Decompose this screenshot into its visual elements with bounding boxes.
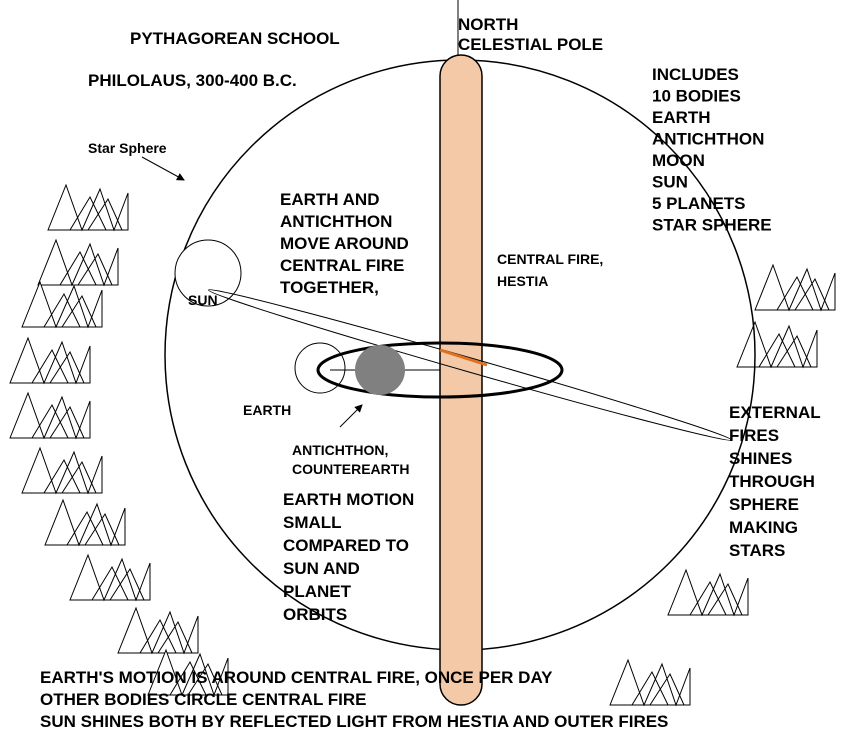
text-line: EARTH AND	[280, 190, 379, 209]
text-line: CENTRAL FIRE	[280, 256, 404, 275]
text-line: CELESTIAL POLE	[458, 35, 603, 54]
title: PYTHAGOREAN SCHOOL	[130, 29, 340, 48]
text-line: FIRES	[729, 426, 779, 445]
text-line: COUNTEREARTH	[292, 461, 409, 477]
text-line: MOON	[652, 151, 705, 170]
text-line: PLANET	[283, 582, 352, 601]
text-line: MAKING	[729, 518, 798, 537]
central-axis	[440, 55, 482, 705]
text-line: SMALL	[283, 513, 342, 532]
diagram: PYTHAGOREAN SCHOOL PHILOLAUS, 300-400 B.…	[0, 0, 861, 732]
text-line: ANTICHTHON	[280, 212, 392, 231]
text-line: EARTH MOTION	[283, 490, 414, 509]
text-line: INCLUDES	[652, 65, 739, 84]
text-line: SUN AND	[283, 559, 360, 578]
arrow	[340, 405, 362, 427]
text-line: ANTICHTHON	[652, 130, 764, 149]
text-line: COMPARED TO	[283, 536, 409, 555]
text-line: NORTH	[458, 15, 518, 34]
text-line: EARTH'S MOTION IS AROUND CENTRAL FIRE, O…	[40, 668, 553, 687]
text-line: 5 PLANETS	[652, 194, 746, 213]
arrow	[142, 157, 184, 180]
text-line: EARTH	[652, 108, 711, 127]
text-line: ANTICHTHON,	[292, 442, 388, 458]
antichthon	[355, 345, 405, 395]
text-line: 10 BODIES	[652, 87, 741, 106]
text-line: MOVE AROUND	[280, 234, 409, 253]
text-line: THROUGH	[729, 472, 815, 491]
text-line: OTHER BODIES CIRCLE CENTRAL FIRE	[40, 690, 366, 709]
label: EARTH	[243, 402, 291, 418]
label: Star Sphere	[88, 140, 167, 156]
text-line: ORBITS	[283, 605, 347, 624]
external-fires	[10, 185, 835, 705]
text-line: HESTIA	[497, 273, 548, 289]
text-line: EXTERNAL	[729, 403, 821, 422]
text-line: CENTRAL FIRE,	[497, 251, 603, 267]
text-line: SUN SHINES BOTH BY REFLECTED LIGHT FROM …	[40, 712, 668, 731]
text-line: SPHERE	[729, 495, 799, 514]
text-line: STAR SPHERE	[652, 216, 772, 235]
subtitle: PHILOLAUS, 300-400 B.C.	[88, 71, 297, 90]
text-line: TOGETHER,	[280, 278, 379, 297]
text-line: SHINES	[729, 449, 792, 468]
text-line: STARS	[729, 541, 785, 560]
text-line: SUN	[652, 173, 688, 192]
label: SUN	[188, 292, 218, 308]
